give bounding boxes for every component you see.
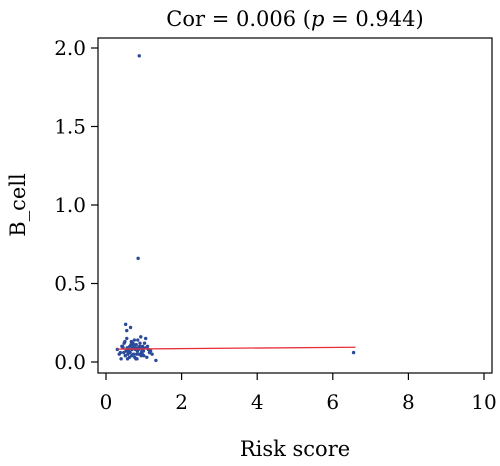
chart-title: Cor = 0.006 (p = 0.944) bbox=[166, 7, 423, 31]
y-tick-label: 1.0 bbox=[54, 193, 86, 217]
data-point bbox=[118, 350, 123, 355]
data-point bbox=[137, 54, 141, 58]
x-tick-label: 8 bbox=[402, 390, 415, 414]
data-point bbox=[136, 256, 140, 261]
data-point bbox=[135, 349, 140, 353]
data-point bbox=[145, 355, 149, 359]
data-point bbox=[351, 350, 356, 355]
y-tick-label: 0.0 bbox=[54, 350, 86, 374]
data-point bbox=[131, 352, 136, 356]
data-point bbox=[123, 322, 128, 327]
data-point bbox=[142, 341, 147, 345]
y-axis-ticks: 0.0 0.5 1.0 1.5 2.0 bbox=[54, 36, 98, 374]
y-tick-label: 2.0 bbox=[54, 36, 86, 60]
data-point bbox=[132, 338, 137, 342]
data-point bbox=[139, 335, 143, 339]
data-point bbox=[134, 357, 138, 361]
regression-line bbox=[117, 346, 356, 350]
x-axis-ticks: 0 2 4 6 8 10 bbox=[100, 373, 497, 414]
data-point bbox=[119, 357, 123, 361]
data-point bbox=[132, 343, 136, 347]
x-tick-label: 2 bbox=[175, 390, 188, 414]
data-point bbox=[141, 349, 146, 353]
data-point bbox=[128, 350, 132, 355]
data-point bbox=[143, 336, 148, 341]
data-point bbox=[128, 325, 133, 330]
y-axis-label: B_cell bbox=[6, 173, 30, 237]
x-tick-label: 0 bbox=[100, 390, 113, 414]
x-tick-label: 4 bbox=[251, 390, 264, 414]
data-point bbox=[140, 352, 144, 356]
data-point bbox=[123, 339, 127, 344]
data-point bbox=[123, 354, 127, 358]
data-point bbox=[154, 358, 158, 363]
data-point bbox=[125, 357, 130, 361]
data-point bbox=[150, 352, 154, 356]
x-axis-label: Risk score bbox=[240, 437, 350, 461]
plot-frame bbox=[97, 37, 493, 374]
data-point bbox=[137, 344, 142, 348]
data-point bbox=[125, 328, 129, 333]
x-tick-label: 6 bbox=[326, 390, 339, 414]
y-tick-label: 1.5 bbox=[54, 115, 86, 139]
data-point bbox=[136, 338, 140, 342]
data-point bbox=[120, 344, 125, 348]
data-points bbox=[115, 54, 356, 363]
x-tick-label: 10 bbox=[471, 390, 496, 414]
data-point bbox=[134, 352, 139, 356]
y-tick-label: 0.5 bbox=[54, 272, 86, 296]
data-point bbox=[125, 336, 129, 341]
data-point bbox=[138, 341, 142, 345]
